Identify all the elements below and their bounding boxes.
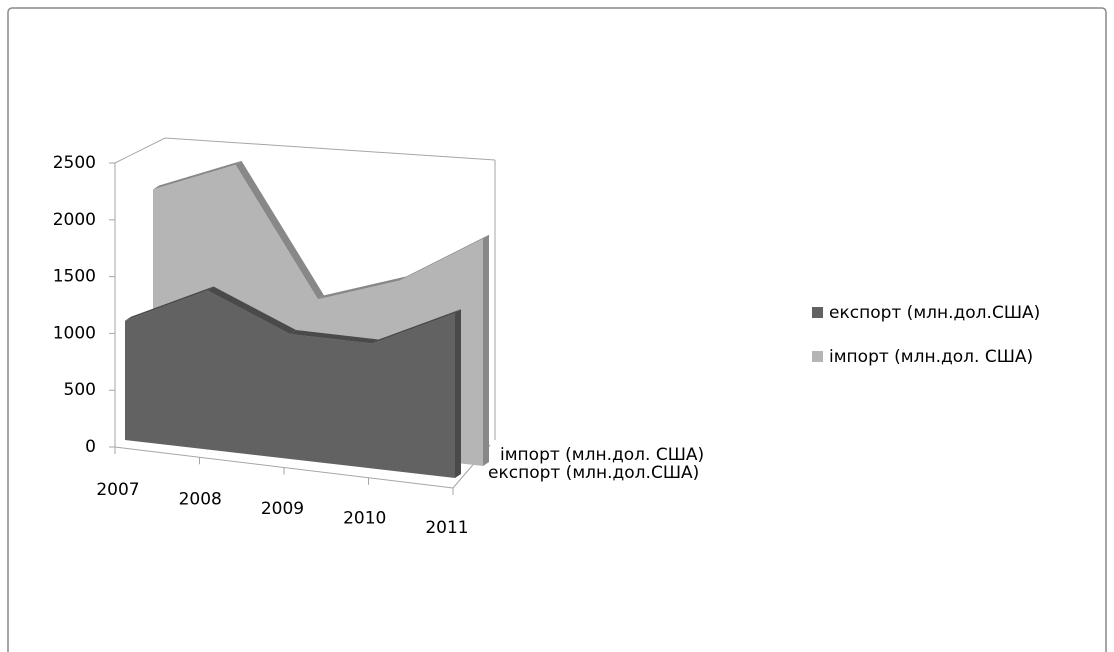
legend-swatch	[812, 307, 823, 318]
x-tick-label: 2008	[179, 490, 222, 510]
y-tick-label: 2000	[53, 210, 96, 230]
legend-label: експорт (млн.дол.США)	[829, 303, 1040, 323]
x-tick-label: 2009	[261, 499, 304, 519]
y-tick-label: 500	[64, 380, 96, 400]
x-tick-label: 2010	[343, 509, 386, 529]
y-tick-label: 0	[85, 437, 96, 457]
area-top	[318, 276, 407, 300]
area-top	[207, 286, 296, 335]
area-top	[125, 286, 214, 321]
legend-swatch	[812, 351, 823, 362]
x-tick-label: 2007	[96, 480, 139, 500]
area-top	[290, 330, 379, 344]
chart-border	[7, 7, 1107, 652]
y-tick-label: 2500	[53, 153, 96, 173]
wall-top	[114, 137, 496, 164]
x-tick-label: 2011	[425, 518, 468, 538]
legend-label: імпорт (млн.дол. США)	[829, 347, 1033, 367]
area-side	[455, 309, 461, 478]
y-tick-label: 1500	[53, 267, 96, 287]
area-top	[372, 309, 461, 344]
depth-label: експорт (млн.дол.США)	[488, 463, 699, 483]
y-tick-label: 1000	[53, 323, 96, 343]
depth-label: імпорт (млн.дол. США)	[500, 445, 704, 465]
area-side	[483, 234, 489, 466]
area-top	[400, 234, 489, 281]
area	[125, 290, 455, 478]
area-top	[153, 160, 242, 190]
area-top	[235, 160, 324, 300]
